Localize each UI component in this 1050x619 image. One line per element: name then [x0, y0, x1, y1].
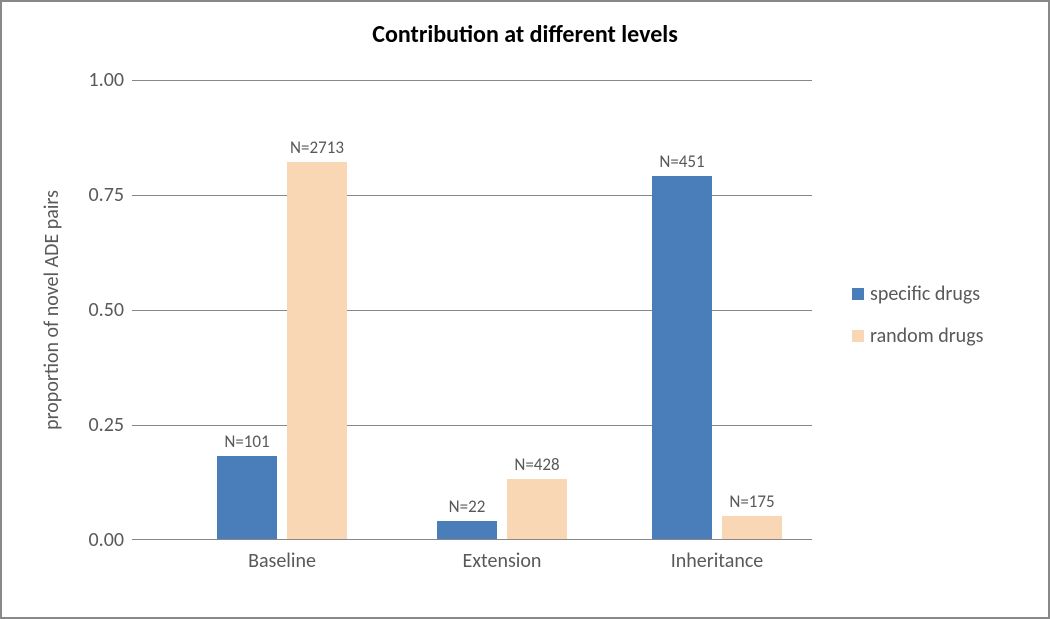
- x-tick-label: Baseline: [248, 539, 316, 573]
- plot-area: 0.000.250.500.751.00BaselineExtensionInh…: [132, 80, 812, 540]
- y-tick-label: 0.25: [89, 413, 132, 437]
- chart-frame: Contribution at different levels 0.000.2…: [0, 0, 1050, 619]
- bar-value-label: N=451: [659, 151, 704, 176]
- legend-item: specific drugs: [852, 282, 983, 306]
- y-tick-label: 1.00: [89, 68, 132, 92]
- legend: specific drugs random drugs: [852, 282, 983, 348]
- bar: N=175: [722, 516, 782, 539]
- bar-value-label: N=22: [449, 496, 486, 521]
- legend-label: random drugs: [870, 324, 983, 348]
- bar: N=428: [507, 479, 567, 539]
- bar: N=101: [217, 456, 277, 539]
- y-tick-label: 0.00: [89, 528, 132, 552]
- bar: N=2713: [287, 162, 347, 539]
- x-tick-label: Inheritance: [671, 539, 764, 573]
- chart-title: Contribution at different levels: [2, 20, 1048, 49]
- bar: N=22: [437, 521, 497, 539]
- bar-value-label: N=175: [729, 491, 774, 516]
- y-axis-label: proportion of novel ADE pairs: [40, 190, 64, 430]
- legend-swatch: [852, 288, 864, 300]
- legend-item: random drugs: [852, 324, 983, 348]
- bar-value-label: N=2713: [290, 137, 344, 162]
- bar: N=451: [652, 176, 712, 539]
- legend-swatch: [852, 330, 864, 342]
- y-tick-label: 0.50: [89, 298, 132, 322]
- y-tick-label: 0.75: [89, 183, 132, 207]
- bar-value-label: N=428: [514, 454, 559, 479]
- gridline: [132, 80, 812, 81]
- legend-label: specific drugs: [870, 282, 980, 306]
- bar-value-label: N=101: [224, 431, 269, 456]
- x-tick-label: Extension: [463, 539, 542, 573]
